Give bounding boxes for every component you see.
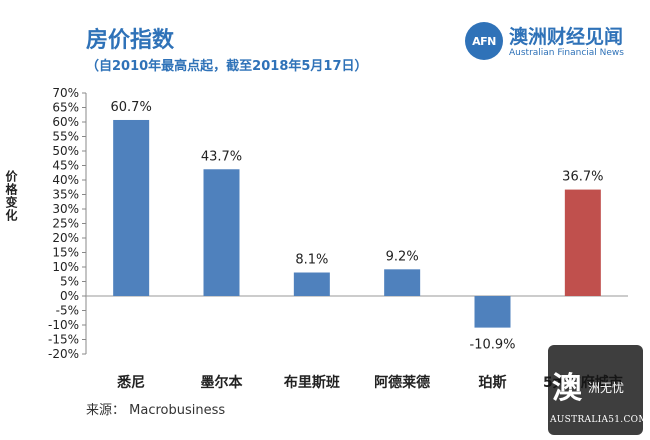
x-category-label: 阿德莱德 [374, 374, 430, 391]
y-tick-label: 70% [52, 86, 79, 100]
x-category-label: 悉尼 [116, 374, 145, 391]
bar [384, 269, 421, 296]
y-tick-label: 25% [52, 217, 79, 231]
bar-data-label: 8.1% [295, 253, 328, 268]
x-category-label: 布里斯班 [284, 374, 340, 391]
y-tick-label: -15% [48, 333, 79, 347]
chart-subtitle: （自2010年最高点起，截至2018年5月17日） [86, 59, 368, 74]
y-tick-label: 20% [52, 231, 79, 245]
watermark-badge: 澳 洲无忧 AUSTRALIA51.COM [548, 345, 648, 435]
bar-data-label: 43.7% [201, 149, 242, 164]
watermark-badge-main: 澳 [552, 371, 582, 406]
y-tick-label: 50% [52, 144, 79, 158]
chart-title: 房价指数 [86, 28, 175, 53]
watermark-badge-side: 洲无忧 [588, 381, 625, 395]
logo-chinese-name: 澳洲财经见闻 [509, 26, 624, 48]
y-tick-label: 30% [52, 202, 79, 216]
bar [564, 189, 601, 296]
y-tick-label: -20% [48, 347, 79, 361]
y-tick-label: 5% [60, 275, 79, 289]
bar-data-label: 9.2% [386, 249, 419, 264]
bar [474, 296, 511, 328]
y-tick-label: 45% [52, 159, 79, 173]
bar-data-label: 36.7% [562, 170, 603, 185]
y-tick-label: -5% [56, 304, 79, 318]
bar [113, 119, 150, 296]
bar [203, 169, 240, 296]
afn-logo: AFN 澳洲财经见闻 Australian Financial News [465, 22, 635, 62]
y-tick-label: 10% [52, 260, 79, 274]
y-tick-label: -10% [48, 318, 79, 332]
y-tick-label: 65% [52, 101, 79, 115]
source-note: 来源： Macrobusiness [86, 403, 226, 418]
y-tick-label: 0% [60, 289, 79, 303]
bar [293, 272, 330, 296]
bar-data-label: 60.7% [111, 100, 152, 115]
y-tick-label: 60% [52, 115, 79, 129]
bar-data-label: -10.9% [470, 338, 516, 353]
y-tick-label: 15% [52, 246, 79, 260]
x-category-label: 墨尔本 [201, 374, 244, 391]
afn-logo-icon: AFN [465, 22, 503, 60]
y-tick-label: 40% [52, 173, 79, 187]
x-category-label: 珀斯 [479, 374, 507, 391]
watermark-badge-url: AUSTRALIA51.COM [550, 415, 648, 425]
logo-english-name: Australian Financial News [509, 48, 624, 58]
y-tick-label: 55% [52, 130, 79, 144]
y-axis-label: 价格变化 [4, 170, 18, 222]
y-tick-label: 35% [52, 188, 79, 202]
